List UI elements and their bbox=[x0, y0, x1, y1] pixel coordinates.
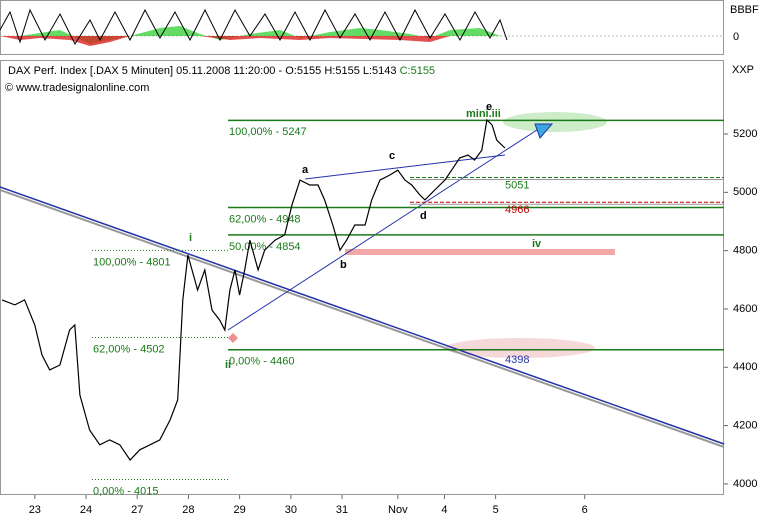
x-tick-label: Nov bbox=[388, 504, 408, 516]
y-tick-label: 4400 bbox=[733, 361, 757, 373]
x-tick-label: 30 bbox=[285, 504, 297, 516]
fib-label: 100,00% - 5247 bbox=[229, 126, 307, 138]
close-label: C:5155 bbox=[400, 65, 435, 77]
indicator-panel bbox=[0, 0, 724, 55]
price-line bbox=[1, 118, 506, 461]
title: DAX Perf. Index [.DAX 5 Minuten] 05.11.2… bbox=[8, 65, 397, 77]
fib-label: 0,00% - 4460 bbox=[229, 356, 294, 368]
fib-label: 62,00% - 4502 bbox=[93, 343, 165, 355]
arrow-head bbox=[534, 123, 554, 139]
trend-line bbox=[0, 189, 725, 448]
wave-label: mini.iii bbox=[466, 108, 501, 120]
marker bbox=[228, 333, 238, 343]
channel-line bbox=[227, 127, 541, 331]
wave-label: i bbox=[189, 232, 192, 244]
y-tick-label: 4200 bbox=[733, 420, 757, 432]
plot: 4000 4200 4400 4600 4800 5000 5200 23 24 27 28 29 30… bbox=[1, 118, 757, 516]
wave-label: e bbox=[486, 101, 492, 113]
x-tick-label: 28 bbox=[182, 504, 194, 516]
indicator-label: 0 bbox=[733, 31, 739, 43]
target-zone bbox=[445, 338, 595, 358]
x-tick-label: 24 bbox=[80, 504, 92, 516]
x-tick-label: 6 bbox=[582, 504, 588, 516]
indicator-area bbox=[0, 36, 450, 46]
wave-label: b bbox=[340, 259, 347, 271]
level-label: 4966 bbox=[505, 204, 529, 216]
y-tick-label: 5200 bbox=[733, 128, 757, 140]
y-tick-label: 4000 bbox=[733, 478, 757, 490]
target-zone bbox=[503, 112, 607, 132]
x-tick-label: 23 bbox=[29, 504, 41, 516]
wave-label: c bbox=[389, 150, 395, 162]
x-tick-label: 27 bbox=[131, 504, 143, 516]
indicator-label: BBBF bbox=[730, 4, 759, 16]
wave-label: iv bbox=[532, 238, 542, 250]
x-tick-label: 5 bbox=[493, 504, 499, 516]
x-tick-label: 29 bbox=[234, 504, 246, 516]
chart-title: DAX Perf. Index [.DAX 5 Minuten] 05.11.2… bbox=[8, 65, 435, 77]
wave-label: a bbox=[302, 164, 309, 176]
fib-label: 0,00% - 4015 bbox=[93, 485, 158, 497]
fib-label: 100,00% - 4801 bbox=[93, 256, 171, 268]
plot-frame bbox=[0, 60, 724, 495]
level-label: 5051 bbox=[505, 179, 529, 191]
y-tick-label: 4800 bbox=[733, 245, 757, 257]
target-label: 4398 bbox=[505, 354, 529, 366]
y-tick-label: 5000 bbox=[733, 186, 757, 198]
fib-label: 50,00% - 4854 bbox=[229, 241, 301, 253]
y-tick-label: 4600 bbox=[733, 303, 757, 315]
axis-code: XXP bbox=[732, 64, 754, 76]
channel-line bbox=[304, 154, 506, 180]
trend-line bbox=[0, 186, 725, 445]
x-tick-label: 31 bbox=[336, 504, 348, 516]
x-tick-label: 4 bbox=[441, 504, 447, 516]
wave-label: ii bbox=[225, 359, 231, 371]
support-zone bbox=[345, 249, 615, 255]
indicator-line bbox=[0, 8, 508, 46]
indicator-area bbox=[20, 26, 500, 44]
wave-label: d bbox=[420, 210, 427, 222]
source: © www.tradesignalonline.com bbox=[5, 82, 149, 94]
fib-label: 62,00% - 4948 bbox=[229, 213, 301, 225]
